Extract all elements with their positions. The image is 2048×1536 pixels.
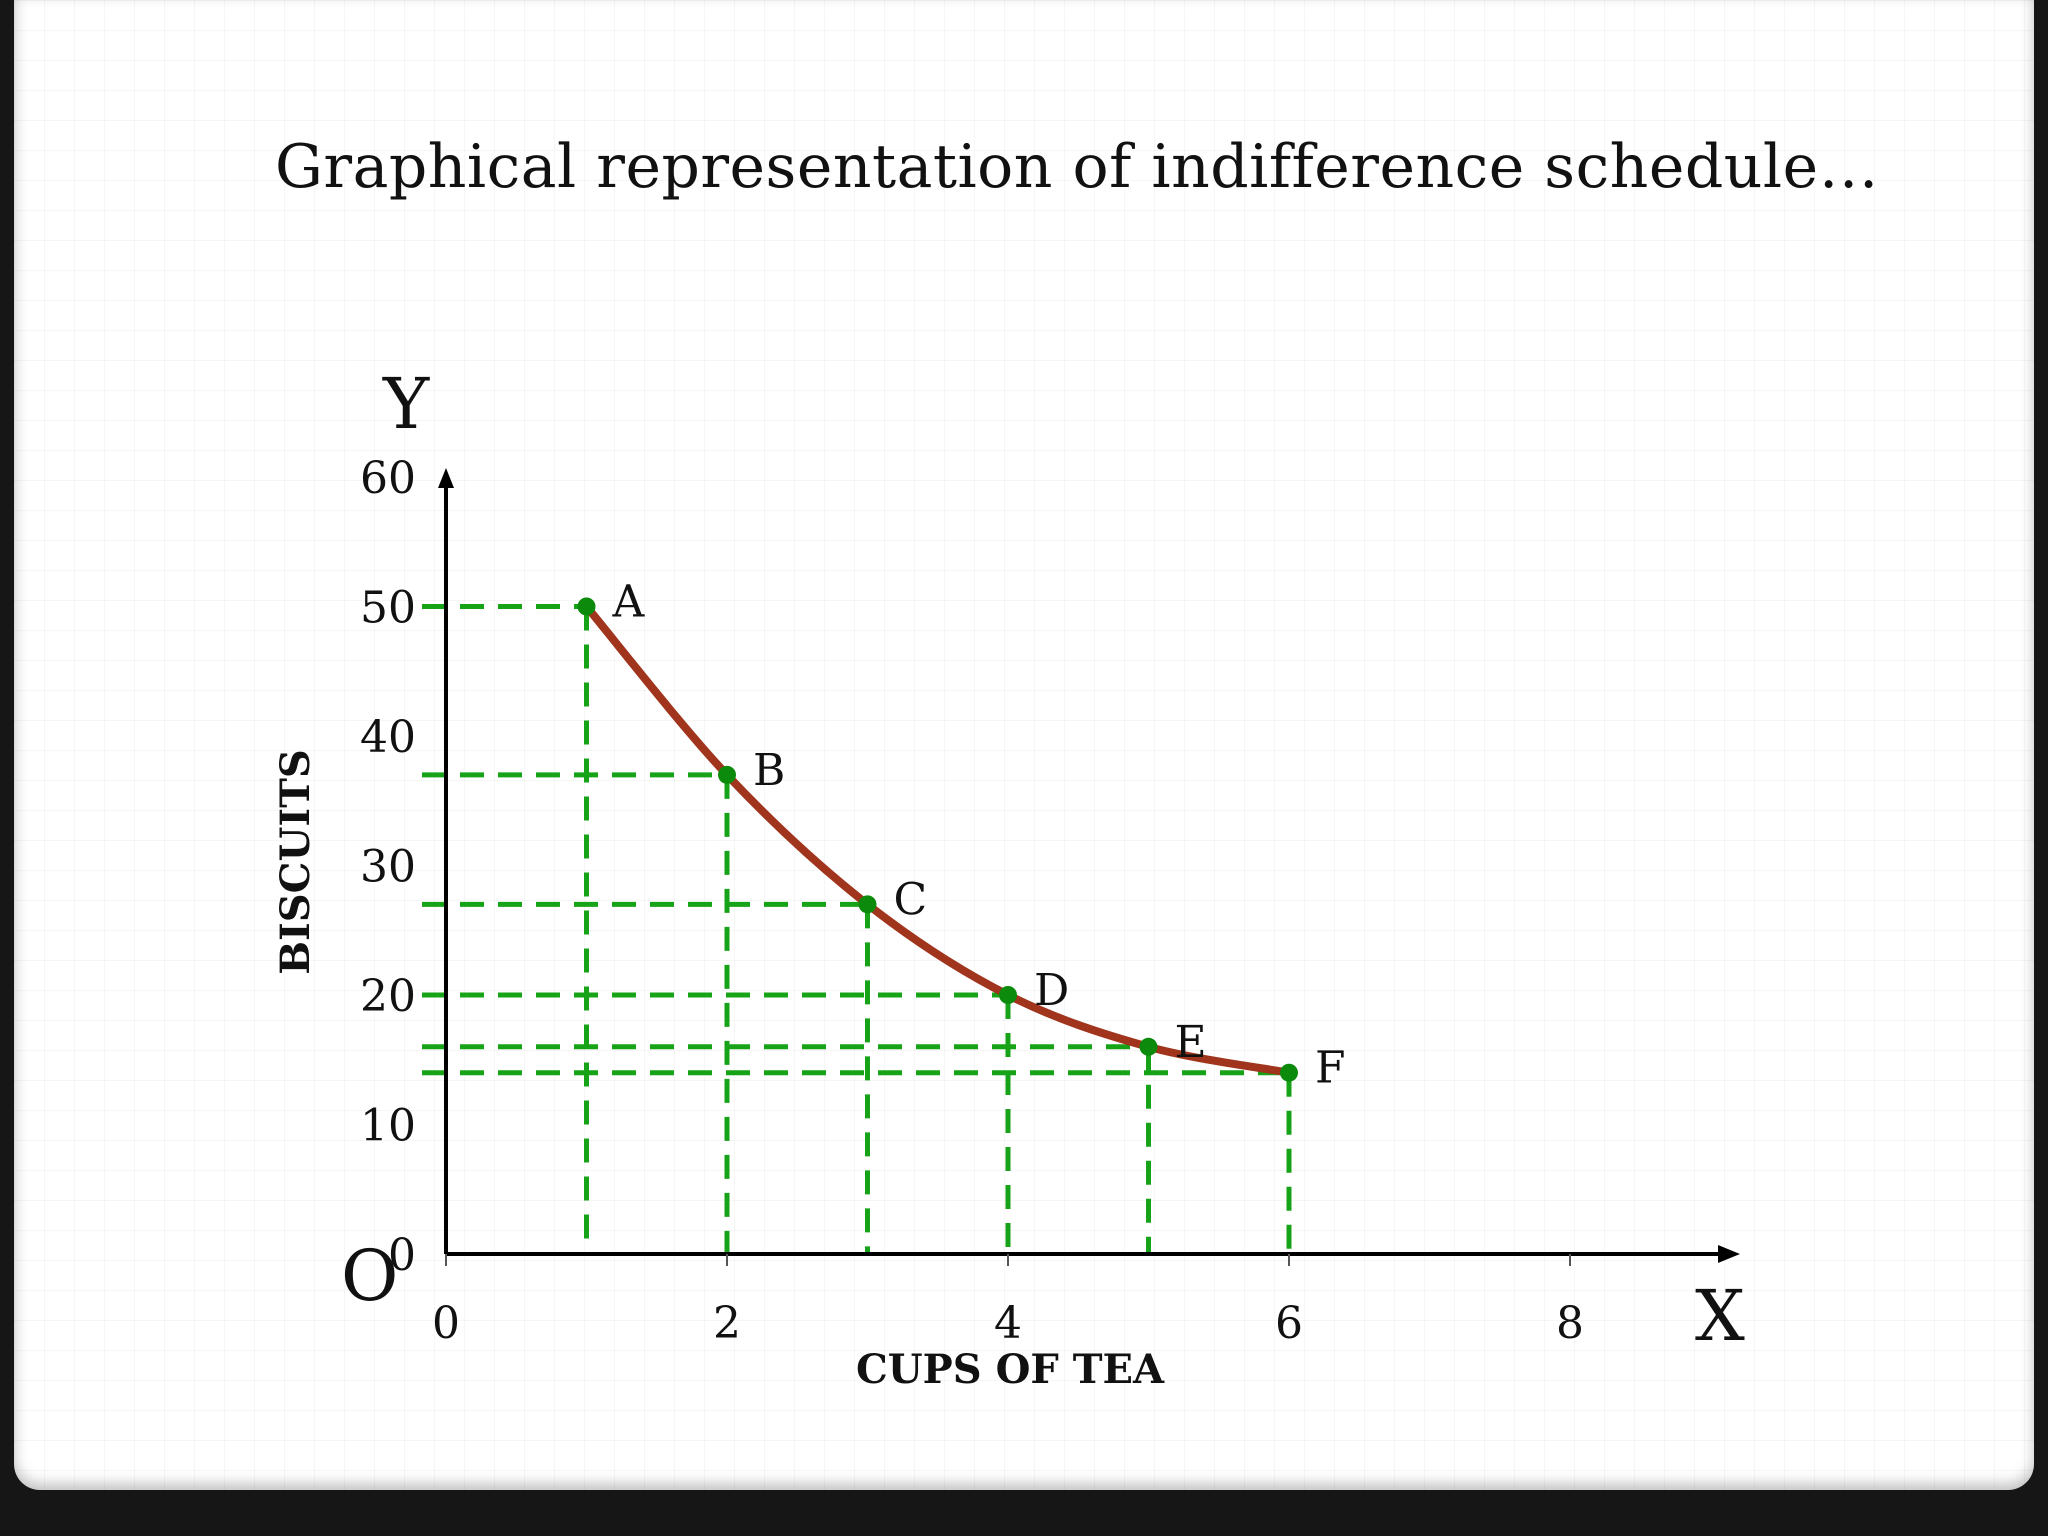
- y-axis-letter: Y: [382, 363, 430, 445]
- data-points: A B C D E F: [577, 577, 1346, 1094]
- point-label: F: [1315, 1043, 1346, 1094]
- indifference-curve: [582, 602, 1293, 1077]
- data-point-d: [999, 986, 1017, 1004]
- y-axis-arrow: [438, 468, 454, 488]
- data-point-b: [718, 765, 736, 784]
- x-tick-label: 0: [432, 1298, 460, 1349]
- point-label: C: [894, 874, 928, 925]
- x-tick-label: 2: [713, 1298, 741, 1349]
- y-tick-label: 30: [360, 842, 416, 893]
- x-axis-arrow: [1718, 1245, 1740, 1263]
- y-tick-label: 60: [360, 453, 416, 504]
- y-tick-label: 20: [360, 971, 416, 1022]
- x-tick-label: 6: [1275, 1298, 1303, 1349]
- origin-label: O: [341, 1235, 398, 1317]
- point-label: D: [1034, 965, 1069, 1016]
- x-tick-label: 8: [1556, 1298, 1584, 1349]
- tick-labels: 0 10 20 30 40 50 60 0 2 4 6 8: [360, 453, 1584, 1349]
- axes: [438, 468, 1740, 1263]
- y-tick-label: 40: [360, 712, 416, 763]
- x-axis-letter: X: [1695, 1275, 1745, 1357]
- data-point-a: [577, 597, 596, 616]
- y-axis-title: BISCUITS: [272, 749, 319, 975]
- point-label: A: [612, 577, 646, 628]
- point-label: E: [1175, 1017, 1207, 1068]
- x-axis-title: CUPS OF TEA: [856, 1346, 1165, 1393]
- slide-title: Graphical representation of indifference…: [275, 132, 1880, 202]
- data-point-e: [1139, 1037, 1158, 1056]
- y-tick-label: 50: [360, 583, 416, 634]
- y-tick-label: 0: [388, 1230, 416, 1281]
- x-tick-label: 4: [994, 1298, 1022, 1349]
- slide: Graphical representation of indifference…: [14, 0, 2034, 1490]
- point-label: B: [753, 745, 785, 796]
- data-point-f: [1280, 1063, 1298, 1082]
- y-tick-label: 10: [360, 1101, 416, 1152]
- data-point-c: [858, 895, 877, 914]
- guide-lines: [422, 604, 1292, 1254]
